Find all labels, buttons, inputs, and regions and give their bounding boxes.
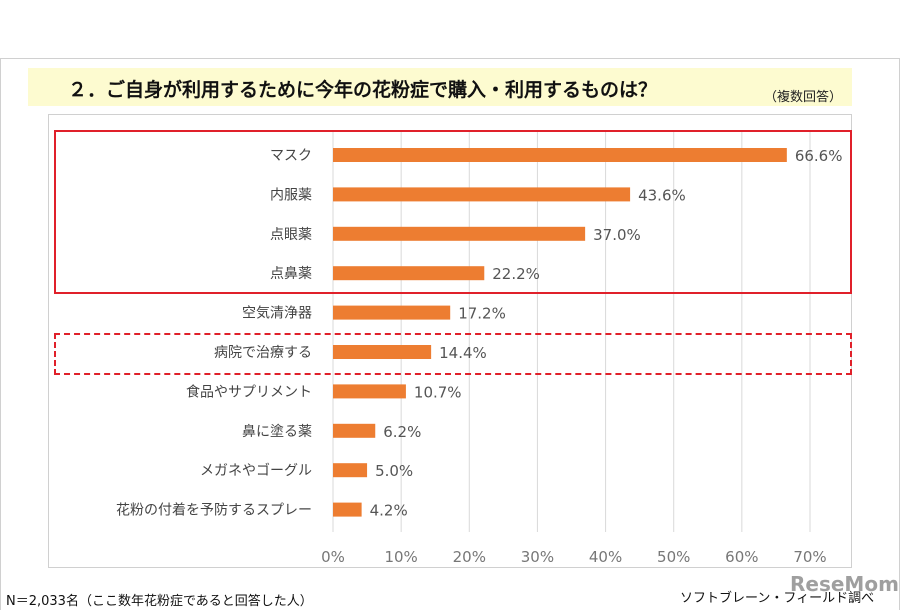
category-label: 点眼薬 [270,227,312,243]
bar [333,148,787,162]
x-tick-label: 20% [453,548,486,566]
watermark-logo: ReseMom [790,572,899,596]
category-label: 空気清浄器 [242,306,312,322]
x-tick-label: 0% [321,548,345,566]
x-tick-label: 70% [793,548,826,566]
category-label: 花粉の付着を予防するスプレー [116,503,312,519]
bar [333,305,451,320]
title-band [28,68,852,106]
data-label: 4.2% [370,502,408,520]
bar [333,463,368,478]
bar [333,266,485,281]
bar [333,384,406,399]
category-label: マスク [270,148,312,164]
data-label: 43.6% [638,186,686,204]
category-label: 鼻に塗る薬 [242,423,312,440]
x-tick-label: 10% [384,548,417,566]
bar [333,226,586,241]
category-label: 病院で治療する [214,344,312,361]
sample-size-note: N＝2,033名（ここ数年花粉症であると回答した人） [6,594,313,609]
data-label: 17.2% [458,305,506,323]
x-tick-label: 40% [589,548,622,566]
x-tick-label: 30% [521,548,554,566]
chart-subtitle: （複数回答） [764,90,843,105]
category-label: メガネやゴーグル [200,462,312,479]
data-label: 66.6% [795,147,843,165]
data-label: 6.2% [383,423,421,441]
category-label: 点鼻薬 [270,265,312,282]
x-tick-label: 50% [657,548,690,566]
chart-title: ２．ご自身が利用するために今年の花粉症で購入・利用するものは？ [68,79,658,101]
data-label: 22.2% [492,265,540,283]
data-label: 5.0% [375,462,413,480]
highlight-box-solid [54,130,852,294]
data-label: 37.0% [593,226,641,244]
data-label: 14.4% [439,344,487,362]
category-label: 内服薬 [270,187,312,203]
x-tick-label: 60% [725,548,758,566]
highlight-box-dashed [54,333,852,375]
bar [333,502,362,517]
category-label: 食品やサプリメント [186,383,312,400]
bar [333,345,432,359]
bar [333,423,376,438]
source-note: ソフトブレーン・フィールド調べ [680,591,875,606]
data-label: 10.7% [414,383,462,401]
bar [333,187,631,202]
